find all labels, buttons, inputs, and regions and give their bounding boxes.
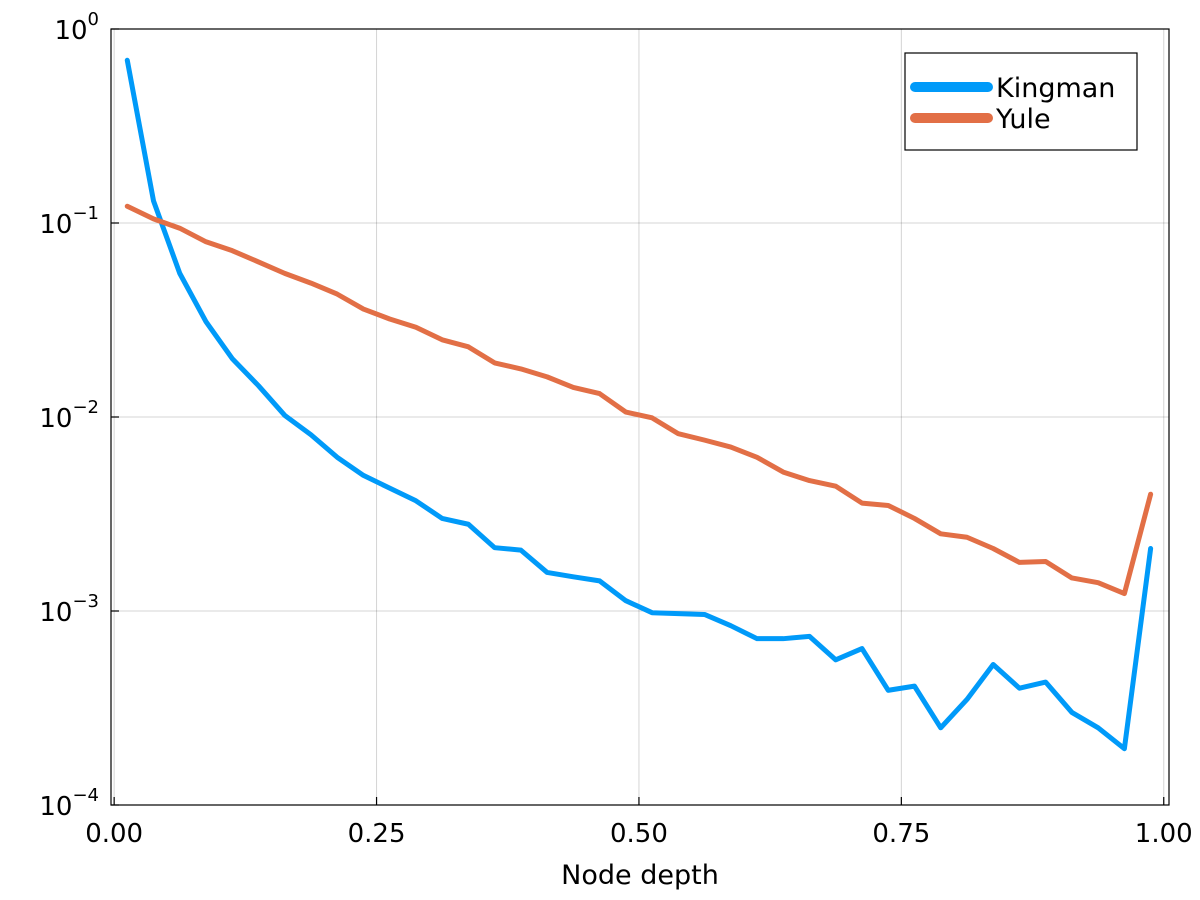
y-tick-base: 10: [39, 210, 72, 240]
y-tick-exponent: 0: [88, 9, 99, 30]
x-tick-label: 1.00: [1135, 819, 1193, 849]
y-tick-label: 10−4: [39, 785, 99, 822]
x-tick-label: 0.75: [872, 819, 930, 849]
y-tick-label: 10−3: [39, 591, 99, 628]
x-axis-ticks: 0.00 0.25 0.50 0.75 1.00: [85, 797, 1193, 849]
x-tick-label: 0.00: [85, 819, 143, 849]
series-line-kingman: [124, 57, 1154, 752]
y-tick-exponent: −1: [72, 203, 99, 224]
x-tick-label: 0.25: [348, 819, 406, 849]
y-tick-exponent: −4: [72, 785, 99, 806]
legend-label-kingman: Kingman: [996, 73, 1115, 104]
x-axis-title: Node depth: [561, 860, 719, 891]
y-tick-label: 10−2: [39, 397, 99, 434]
y-tick-base: 10: [39, 792, 72, 822]
y-tick-base: 10: [39, 404, 72, 434]
x-tick-label: 0.50: [610, 819, 668, 849]
y-tick-exponent: −3: [72, 591, 99, 612]
y-tick-base: 10: [39, 598, 72, 628]
series-layer: [124, 57, 1154, 752]
series-line-yule: [124, 203, 1154, 597]
y-tick-base: 10: [54, 16, 87, 46]
y-tick-label: 100: [54, 9, 99, 46]
legend-label-yule: Yule: [995, 104, 1051, 135]
y-tick-label: 10−1: [39, 203, 99, 240]
y-tick-exponent: −2: [72, 397, 99, 418]
legend-box: [904, 52, 1138, 151]
